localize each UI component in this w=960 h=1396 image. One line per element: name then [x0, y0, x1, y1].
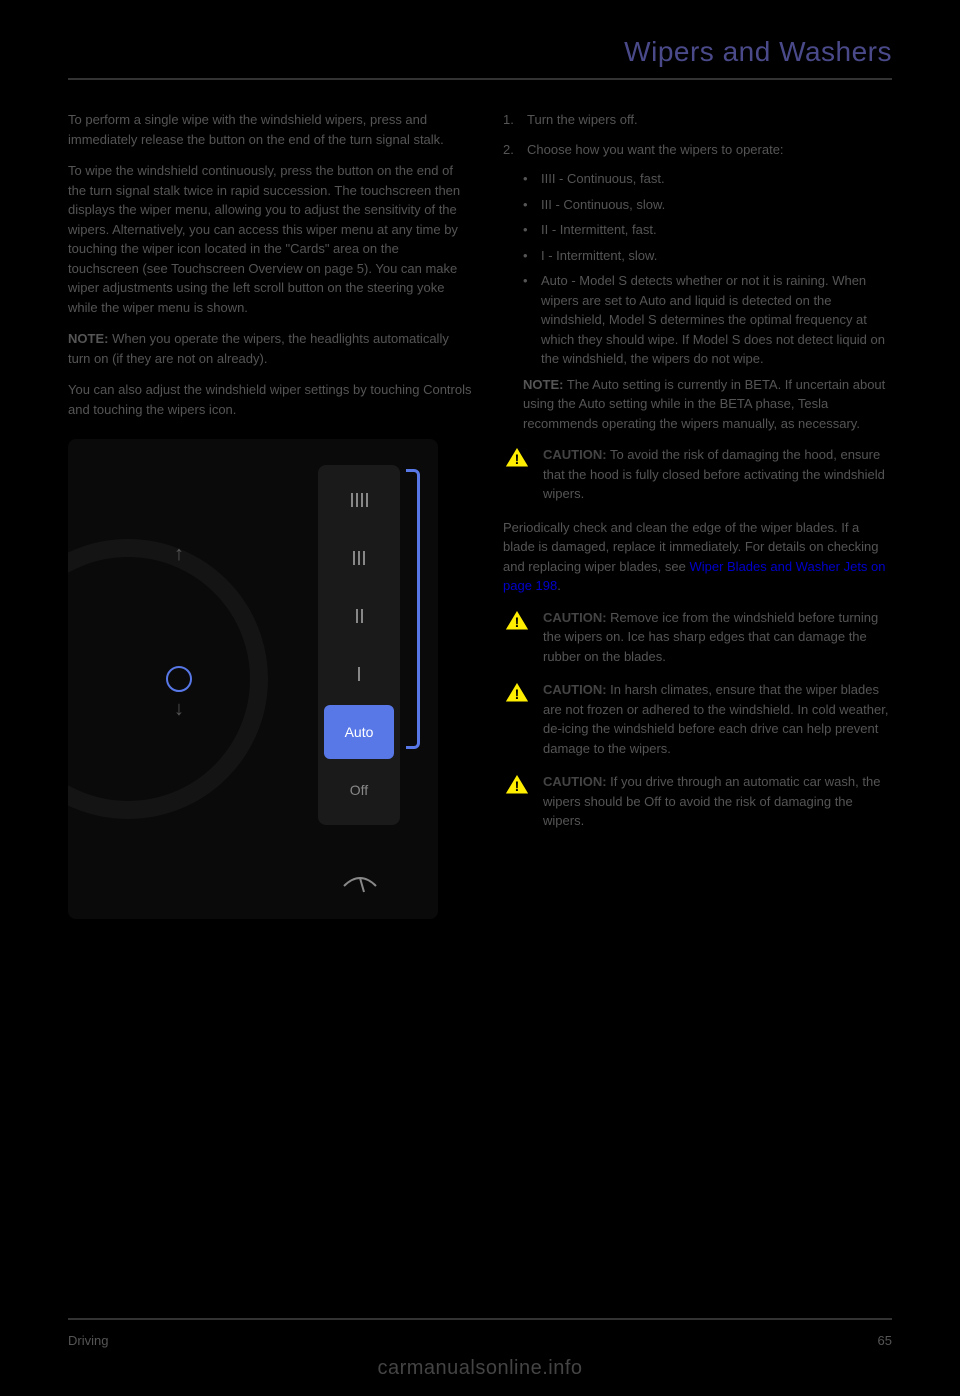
- caution-box: ! CAUTION: Remove ice from the windshiel…: [503, 608, 892, 667]
- caution-label: CAUTION:: [543, 610, 607, 625]
- scroll-button-graphic: [166, 666, 192, 692]
- left-column: To perform a single wipe with the windsh…: [68, 110, 473, 919]
- watermark: carmanualsonline.info: [377, 1357, 582, 1380]
- bullet: •: [523, 195, 533, 215]
- right-column: 1. Turn the wipers off. 2. Choose how yo…: [503, 110, 892, 919]
- page-number: 65: [878, 1333, 892, 1348]
- caution-icon: !: [503, 680, 531, 704]
- svg-text:!: !: [515, 614, 520, 630]
- bullet-text: II - Intermittent, fast.: [541, 220, 657, 240]
- main-content: To perform a single wipe with the windsh…: [68, 110, 892, 919]
- bullet-item: • Auto - Model S detects whether or not …: [523, 271, 892, 369]
- arrow-down-icon: ↓: [174, 694, 184, 724]
- wiper-auto[interactable]: Auto: [324, 705, 394, 759]
- svg-text:!: !: [515, 451, 520, 467]
- page-header: Wipers and Washers: [624, 36, 892, 68]
- header-divider: [68, 78, 892, 80]
- list-item: 1. Turn the wipers off.: [503, 110, 892, 130]
- caution-icon: !: [503, 608, 531, 632]
- caution-text: CAUTION: If you drive through an automat…: [543, 772, 892, 831]
- callout-bracket: [406, 469, 420, 749]
- caution-box: ! CAUTION: If you drive through an autom…: [503, 772, 892, 831]
- wiper-off[interactable]: Off: [324, 763, 394, 817]
- note-text: When you operate the wipers, the headlig…: [68, 331, 449, 366]
- footer-divider: [68, 1318, 892, 1320]
- note-label: NOTE:: [68, 331, 108, 346]
- caution-box: ! CAUTION: In harsh climates, ensure tha…: [503, 680, 892, 758]
- caution-text: CAUTION: In harsh climates, ensure that …: [543, 680, 892, 758]
- bullet: •: [523, 246, 533, 266]
- arrow-up-icon: ↑: [174, 539, 184, 569]
- item-number: 1.: [503, 110, 519, 130]
- item-number: 2.: [503, 140, 519, 160]
- bullet: •: [523, 220, 533, 240]
- paragraph: Periodically check and clean the edge of…: [503, 518, 892, 596]
- note-paragraph: NOTE: The Auto setting is currently in B…: [523, 375, 892, 434]
- caution-box: ! CAUTION: To avoid the risk of damaging…: [503, 445, 892, 504]
- bullet: •: [523, 271, 533, 369]
- bullet-text: IIII - Continuous, fast.: [541, 169, 665, 189]
- footer-section: Driving: [68, 1333, 108, 1348]
- caution-text: CAUTION: To avoid the risk of damaging t…: [543, 445, 892, 504]
- bullet-text: III - Continuous, slow.: [541, 195, 665, 215]
- item-text: Turn the wipers off.: [527, 110, 638, 130]
- wiper-level-4[interactable]: [324, 473, 394, 527]
- wiper-icon: [342, 866, 378, 900]
- caution-label: CAUTION:: [543, 447, 607, 462]
- wiper-level-2[interactable]: [324, 589, 394, 643]
- caution-icon: !: [503, 772, 531, 796]
- note-paragraph: NOTE: When you operate the wipers, the h…: [68, 329, 473, 368]
- caution-label: CAUTION:: [543, 682, 607, 697]
- bullet-item: • II - Intermittent, fast.: [523, 220, 892, 240]
- caution-text: CAUTION: Remove ice from the windshield …: [543, 608, 892, 667]
- wiper-level-3[interactable]: [324, 531, 394, 585]
- note-label: NOTE:: [523, 377, 563, 392]
- paragraph: You can also adjust the windshield wiper…: [68, 380, 473, 419]
- bullet: •: [523, 169, 533, 189]
- bullet-item: • I - Intermittent, slow.: [523, 246, 892, 266]
- svg-text:!: !: [515, 686, 520, 702]
- page-footer: Driving 65: [68, 1333, 892, 1348]
- wiper-menu-panel: Auto Off: [318, 465, 400, 825]
- list-item: 2. Choose how you want the wipers to ope…: [503, 140, 892, 160]
- bullet-text: I - Intermittent, slow.: [541, 246, 657, 266]
- wiper-level-1[interactable]: [324, 647, 394, 701]
- paragraph: To perform a single wipe with the windsh…: [68, 110, 473, 149]
- svg-text:!: !: [515, 778, 520, 794]
- bullet-item: • III - Continuous, slow.: [523, 195, 892, 215]
- paragraph: To wipe the windshield continuously, pre…: [68, 161, 473, 317]
- bullet-item: • IIII - Continuous, fast.: [523, 169, 892, 189]
- item-text: Choose how you want the wipers to operat…: [527, 140, 784, 160]
- caution-label: CAUTION:: [543, 774, 607, 789]
- period: .: [557, 578, 561, 593]
- caution-icon: !: [503, 445, 531, 469]
- wiper-menu-image: ↑ ↓ Auto Off: [68, 439, 438, 919]
- note-text: The Auto setting is currently in BETA. I…: [523, 377, 885, 431]
- bullet-text: Auto - Model S detects whether or not it…: [541, 271, 892, 369]
